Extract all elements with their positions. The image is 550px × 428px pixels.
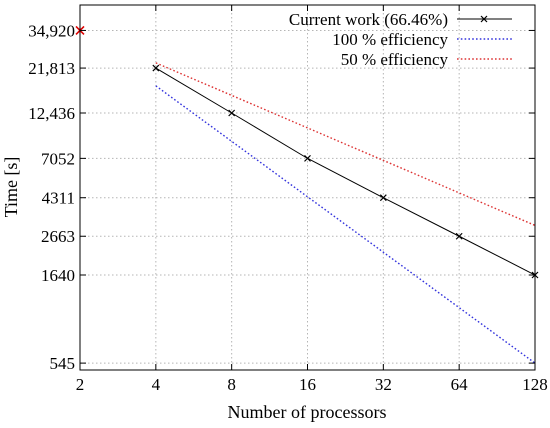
y-axis: 545 1640 2663 4311 7052 12,436 21,813 34,920 [28, 21, 535, 373]
x-tick-label: 128 [522, 375, 548, 394]
y-tick-label: 1640 [41, 266, 75, 285]
legend: Current work (66.46%)100 % efficiency50 … [289, 10, 512, 69]
legend-label-0: Current work (66.46%) [289, 10, 448, 29]
series-0-point-stroke-b [379, 194, 387, 202]
x-tick-label: 8 [227, 375, 236, 394]
legend-label-1: 100 % efficiency [332, 30, 448, 49]
series-0-point [379, 194, 387, 202]
y-tick-label: 545 [50, 354, 76, 373]
x-tick-label: 32 [375, 375, 392, 394]
series-line-1 [155, 85, 536, 364]
series-0-point [304, 154, 311, 162]
y-tick-label: 21,813 [28, 59, 75, 78]
series-0-point-stroke-b [152, 64, 160, 72]
series-0-point-stroke-b [455, 232, 463, 240]
y-axis-title: Time [s] [1, 157, 21, 218]
y-tick-label: 34,920 [28, 21, 75, 40]
legend-marker-0-stroke-b [480, 15, 488, 23]
x-axis: 2 4 8 16 32 64 128 [76, 5, 548, 394]
series-line-2 [155, 62, 536, 227]
y-tick-label: 4311 [42, 189, 75, 208]
legend-marker-0 [480, 15, 488, 23]
y-tick-label: 2663 [41, 227, 75, 246]
y-tick-label: 7052 [41, 149, 75, 168]
series-0-point-stroke-b [228, 109, 236, 117]
y-tick-label: 12,436 [28, 104, 75, 123]
legend-label-2: 50 % efficiency [341, 50, 449, 69]
series-layer [75, 25, 539, 364]
series-0-point [228, 109, 236, 117]
plot-background [80, 5, 535, 370]
series-0-point-stroke-b [304, 154, 311, 162]
x-tick-label: 64 [451, 375, 469, 394]
x-tick-label: 2 [76, 375, 85, 394]
x-axis-title: Number of processors [228, 402, 387, 422]
series-0-point [152, 64, 160, 72]
series-0-point [455, 232, 463, 240]
x-tick-label: 16 [299, 375, 316, 394]
x-tick-label: 4 [152, 375, 161, 394]
series-line-0 [155, 67, 536, 276]
grid-lines [80, 5, 535, 370]
